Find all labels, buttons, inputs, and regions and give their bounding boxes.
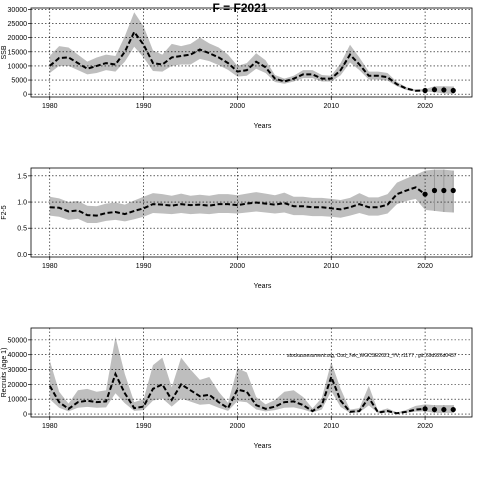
y-tick-label: 5000 [11, 78, 27, 85]
x-axis-label: Years [254, 283, 272, 290]
confidence-band [49, 12, 426, 92]
source-annotation: stockassessment.org, Cod_7ek_WGCSE2021_Y… [287, 353, 457, 359]
y-tick-label: 1.5 [17, 173, 27, 180]
x-tick-label: 1990 [136, 263, 152, 270]
ssb-panel: 1980 1990 2000 2010 2020 0 5000 10000 15000 20000… [1, 7, 473, 130]
forecast-point [450, 187, 456, 194]
forecast-point [431, 87, 438, 93]
forecast-band [425, 86, 454, 94]
y-tick-label: 20000 [8, 382, 28, 389]
y-tick-label: 1.0 [17, 200, 27, 207]
estimate-line [49, 30, 426, 92]
x-axis-label: Years [254, 443, 272, 450]
forecast-point [422, 191, 428, 197]
x-tick-label: 2000 [230, 263, 246, 270]
y-tick-label: 10000 [8, 397, 28, 404]
forecast-point [450, 87, 456, 94]
x-tick-label: 1980 [42, 423, 58, 430]
x-tick-label: 1980 [42, 103, 58, 110]
x-axis-label: Years [254, 123, 272, 130]
y-tick-label: 0 [23, 412, 27, 419]
y-tick-label: 0.0 [17, 252, 27, 259]
y-tick-label: 30000 [8, 367, 28, 374]
y-axis-label: Recruits (age 1) [1, 348, 8, 398]
x-tick-label: 2000 [230, 103, 246, 110]
forecast-point [441, 87, 447, 93]
x-tick-label: 2010 [323, 103, 339, 110]
forecast-point [422, 87, 428, 94]
recruits-panel: 1980 1990 2000 2010 2020 0 10000 20000 30000 4000… [1, 327, 473, 450]
plot-frame [30, 7, 473, 98]
y-tick-label: 10000 [8, 63, 28, 70]
y-axis-label: F2-5 [1, 205, 8, 220]
plot-frame [30, 167, 473, 258]
y-tick-label: 15000 [8, 49, 28, 56]
forecast-band [425, 404, 454, 413]
x-tick-label: 1980 [42, 263, 58, 270]
forecast-band [425, 169, 454, 213]
x-tick-label: 2010 [323, 423, 339, 430]
estimate-line [49, 186, 426, 217]
y-tick-label: 0.5 [17, 226, 27, 233]
x-tick-label: 1990 [136, 423, 152, 430]
x-tick-label: 2000 [230, 423, 246, 430]
y-axis-label: SSB [1, 45, 8, 59]
y-tick-label: 50000 [8, 337, 28, 344]
y-tick-label: 25000 [8, 21, 28, 28]
y-tick-label: 30000 [8, 7, 28, 14]
x-tick-label: 2010 [323, 263, 339, 270]
f-panel: 1980 1990 2000 2010 2020 0.0 0.5 1.0 1.5 Years F2-… [1, 167, 473, 290]
y-tick-label: 20000 [8, 35, 28, 42]
plot-frame [30, 327, 473, 418]
x-tick-label: 2020 [417, 103, 433, 110]
forecast-point [450, 406, 456, 413]
forecast-point [422, 406, 428, 412]
y-tick-label: 0 [23, 92, 27, 99]
estimate-line [48, 371, 426, 415]
x-tick-label: 1990 [136, 103, 152, 110]
forecast-point [431, 406, 438, 413]
forecast-point [441, 187, 447, 194]
x-tick-label: 2020 [417, 423, 433, 430]
x-tick-label: 2020 [417, 263, 433, 270]
confidence-band [49, 336, 426, 414]
forecast-point [431, 187, 438, 194]
forecast-point [441, 406, 447, 413]
y-tick-label: 40000 [8, 352, 28, 359]
